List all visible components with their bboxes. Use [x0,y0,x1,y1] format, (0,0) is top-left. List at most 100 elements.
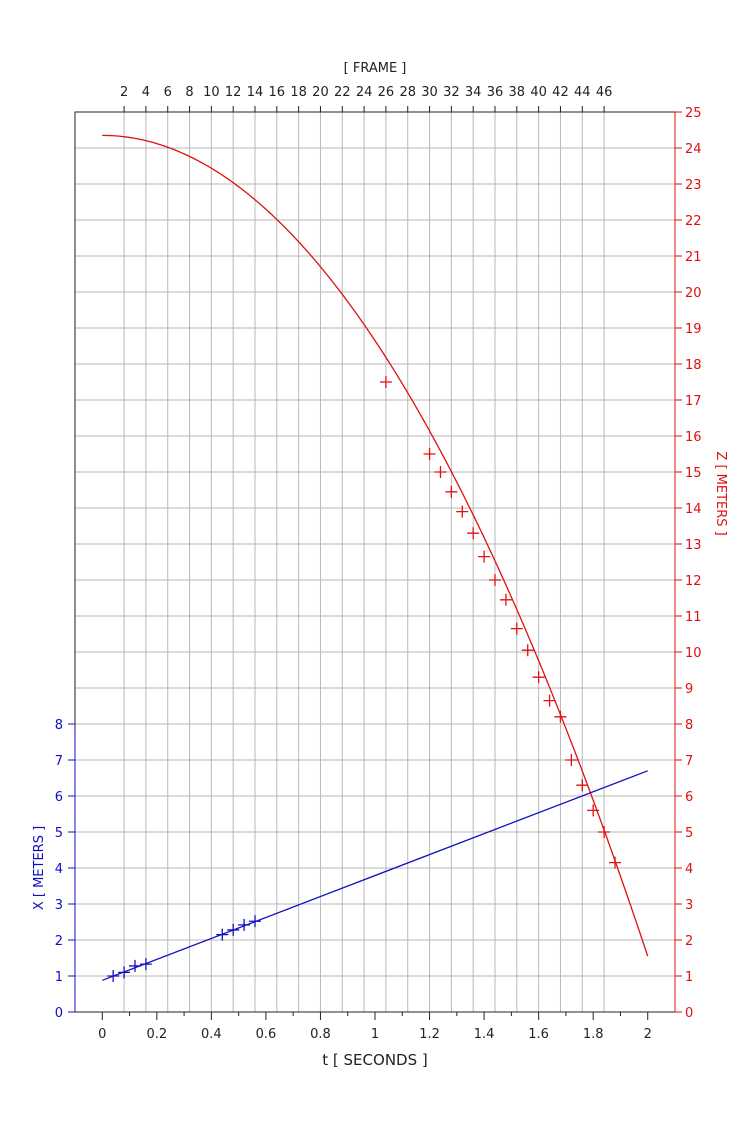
right-y-axis-title: Z [ METERS ] [713,451,728,535]
z-data-point [576,779,589,792]
frame-tick-label: 22 [334,85,351,100]
z-tick-label: 5 [685,826,693,841]
z-tick-label: 10 [685,646,702,661]
frame-tick-label: 16 [269,85,286,100]
x-fit-line-layer [102,770,648,981]
x-tick-label: 1.2 [419,1027,440,1042]
left-y-axis-title: X [ METERS ] [32,826,47,910]
x-tick-label: 0.4 [201,1027,222,1042]
x-meter-tick-label: 5 [55,826,63,841]
frame-tick-label: 18 [290,85,307,100]
z-tick-label: 13 [685,538,702,553]
z-data-point [467,527,480,540]
z-fit-curve [102,134,649,957]
z-tick-label: 15 [685,466,702,481]
z-tick-label: 11 [685,610,702,625]
frame-tick-label: 10 [203,85,220,100]
z-data-point [543,694,556,707]
x-tick-label: 0 [98,1027,106,1042]
z-data-point [510,622,523,635]
z-data-point [499,593,512,606]
z-tick-label: 1 [685,970,693,985]
x-meter-tick-label: 8 [55,718,63,733]
z-data-point [532,671,545,684]
z-tick-label: 24 [685,142,702,157]
x-data-point [129,959,141,972]
x-data-point [118,966,131,979]
z-data-point [565,754,578,766]
axis-ticks-layer: 0 0.2 0.4 0.6 0.8 1 1.2 1.4 1.6 1.8 22 4 6 8 10 12 14 16 1… [55,85,702,1042]
z-data-point [379,376,392,388]
x-meter-tick-label: 3 [55,898,63,913]
z-tick-label: 16 [685,430,702,445]
frame-tick-label: 24 [356,85,373,100]
z-data-point [445,485,458,498]
z-tick-label: 8 [685,718,693,733]
data-points-layer [107,376,621,982]
z-tick-label: 17 [685,394,702,409]
x-data-point [139,958,152,971]
z-data-point [423,448,436,460]
z-tick-label: 20 [685,286,702,301]
x-meter-tick-label: 4 [55,862,63,877]
frame-tick-label: 38 [509,85,526,100]
z-tick-label: 25 [685,106,702,121]
x-data-point [238,918,251,931]
frame-tick-label: 30 [421,85,438,100]
z-tick-label: 6 [685,790,693,805]
x-tick-label: 1.8 [583,1027,604,1042]
x-tick-label: 0.2 [146,1027,167,1042]
z-fit-curve-layer [102,134,649,957]
x-tick-label: 1 [371,1027,379,1042]
frame-tick-label: 4 [142,85,150,100]
x-data-point [249,915,261,928]
x-meter-tick-label: 0 [55,1006,63,1021]
frame-tick-label: 26 [378,85,395,100]
x-tick-label: 1.6 [528,1027,549,1042]
z-data-point [478,550,491,563]
frame-tick-label: 32 [443,85,460,100]
z-tick-label: 21 [685,250,702,265]
frame-tick-label: 36 [487,85,504,100]
x-tick-label: 1.4 [474,1027,495,1042]
frame-tick-label: 42 [552,85,569,100]
z-data-point [609,856,621,869]
plot-frame [74,111,676,1013]
frame-tick-label: 44 [574,85,591,100]
z-tick-label: 12 [685,574,702,589]
frame-tick-label: 40 [530,85,547,100]
z-tick-label: 22 [685,214,702,229]
x-meter-tick-label: 1 [55,970,63,985]
frame-axis-title: [ FRAME ] [344,61,407,76]
z-data-point [554,710,567,723]
frame-tick-label: 20 [312,85,329,100]
z-data-point [489,574,501,586]
z-tick-label: 2 [685,934,693,949]
x-data-point [107,970,120,982]
frame-tick-label: 8 [185,85,193,100]
frame-tick-label: 34 [465,85,482,100]
z-data-point [434,466,447,478]
x-data-point [227,923,240,936]
x-tick-label: 2 [644,1027,652,1042]
frame-tick-label: 46 [596,85,613,100]
frame-tick-label: 2 [120,85,128,100]
z-tick-label: 0 [685,1006,693,1021]
z-tick-label: 18 [685,358,702,373]
frame-tick-label: 6 [164,85,172,100]
z-data-point [456,505,469,518]
frame-tick-label: 12 [225,85,242,100]
grid-layer [75,111,675,1012]
x-fit-line [102,770,648,981]
z-data-point [598,826,611,838]
z-tick-label: 3 [685,898,693,913]
z-tick-label: 7 [685,754,693,769]
x-meter-tick-label: 6 [55,790,63,805]
x-tick-label: 0.6 [256,1027,277,1042]
z-tick-label: 4 [685,862,693,877]
frame-tick-label: 14 [247,85,264,100]
x-tick-label: 0.8 [310,1027,331,1042]
z-data-point [587,804,600,817]
z-tick-label: 23 [685,178,702,193]
